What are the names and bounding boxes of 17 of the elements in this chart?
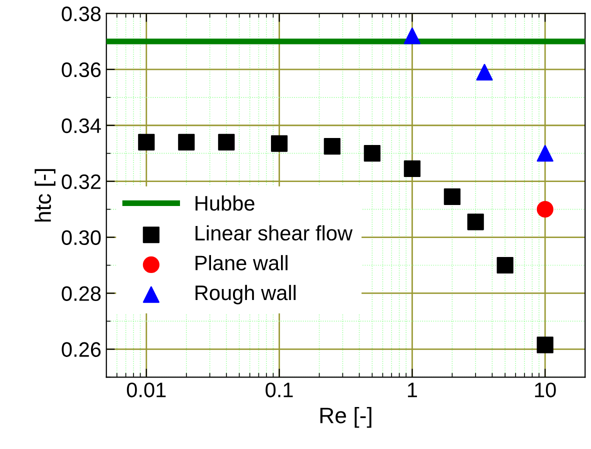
y-tick-label: 0.36 <box>62 62 101 78</box>
y-tick-label: 0.30 <box>62 230 101 246</box>
x-tick-label: 0.1 <box>266 382 293 398</box>
legend-label: Plane wall <box>196 255 288 270</box>
y-tick-label: 0.34 <box>62 118 101 134</box>
legend-label: Linear shear flow <box>196 225 353 241</box>
legend-label: Hubbe <box>196 195 254 211</box>
y-axis-title: htc [-] <box>34 169 56 222</box>
x-axis-title: Re [-] <box>320 406 372 428</box>
x-tick-label: 10 <box>535 382 556 398</box>
x-tick-label: 1 <box>408 382 417 398</box>
y-tick-label: 0.32 <box>62 174 100 190</box>
y-tick-label: 0.38 <box>62 6 101 22</box>
legend-label: Rough wall <box>196 284 296 304</box>
y-tick-label: 0.26 <box>62 342 101 357</box>
y-tick-label: 0.28 <box>62 286 101 301</box>
x-tick-label: 0.01 <box>126 382 166 398</box>
